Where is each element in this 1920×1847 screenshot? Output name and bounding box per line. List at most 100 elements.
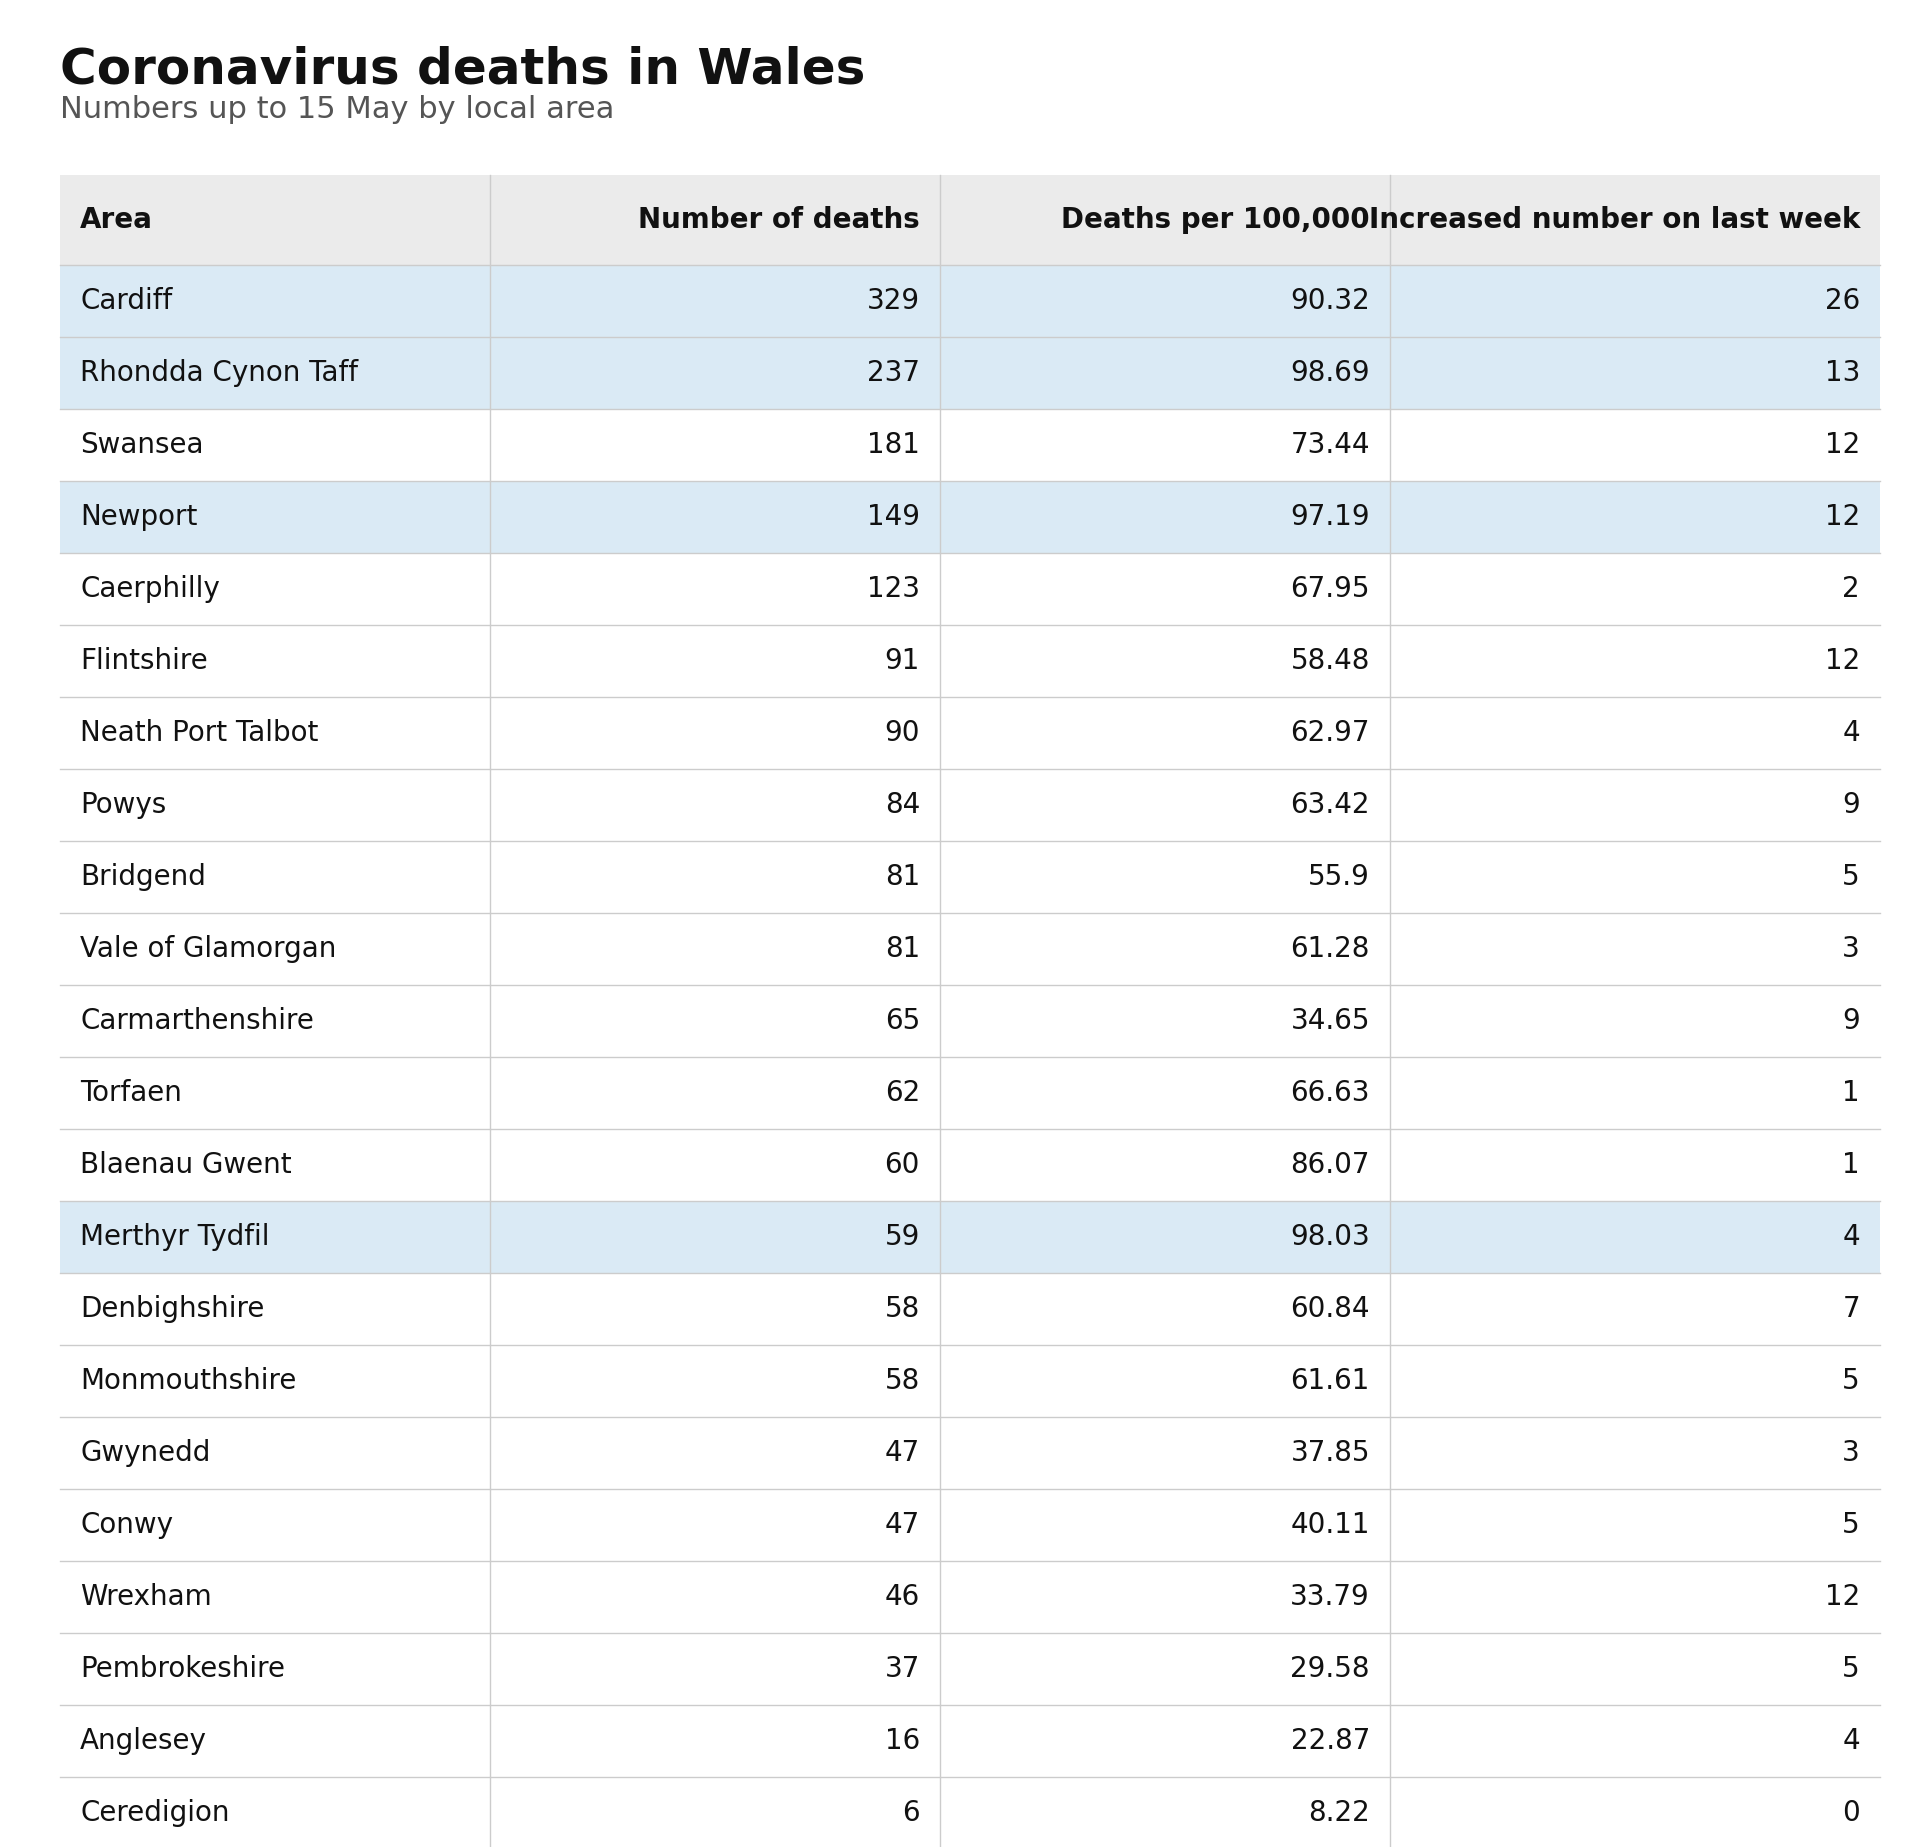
Text: 149: 149 bbox=[868, 502, 920, 530]
Text: Powys: Powys bbox=[81, 791, 167, 818]
Text: 329: 329 bbox=[866, 286, 920, 316]
Text: 61.61: 61.61 bbox=[1290, 1367, 1371, 1394]
Text: Blaenau Gwent: Blaenau Gwent bbox=[81, 1151, 292, 1178]
Text: 65: 65 bbox=[885, 1007, 920, 1034]
Text: Coronavirus deaths in Wales: Coronavirus deaths in Wales bbox=[60, 44, 866, 92]
Text: 66.63: 66.63 bbox=[1290, 1079, 1371, 1106]
Text: 22.87: 22.87 bbox=[1290, 1727, 1371, 1755]
Bar bbox=[60, 336, 1880, 408]
Text: 81: 81 bbox=[885, 935, 920, 962]
Bar bbox=[60, 408, 1880, 480]
Text: 90: 90 bbox=[885, 718, 920, 746]
Text: 98.69: 98.69 bbox=[1290, 358, 1371, 388]
Text: 16: 16 bbox=[885, 1727, 920, 1755]
Text: Increased number on last week: Increased number on last week bbox=[1369, 207, 1860, 235]
Bar bbox=[60, 1417, 1880, 1489]
Bar bbox=[60, 768, 1880, 840]
Text: 97.19: 97.19 bbox=[1290, 502, 1371, 530]
Text: 60: 60 bbox=[885, 1151, 920, 1178]
Bar bbox=[60, 624, 1880, 696]
Text: 84: 84 bbox=[885, 791, 920, 818]
Text: 7: 7 bbox=[1843, 1295, 1860, 1322]
Text: 33.79: 33.79 bbox=[1290, 1583, 1371, 1611]
Bar bbox=[60, 1489, 1880, 1561]
Text: 59: 59 bbox=[885, 1223, 920, 1250]
Text: 3: 3 bbox=[1843, 935, 1860, 962]
Text: 9: 9 bbox=[1843, 1007, 1860, 1034]
Text: Merthyr Tydfil: Merthyr Tydfil bbox=[81, 1223, 269, 1250]
Text: 5: 5 bbox=[1843, 1367, 1860, 1394]
Bar bbox=[60, 1201, 1880, 1273]
Text: Ceredigion: Ceredigion bbox=[81, 1799, 230, 1827]
Text: Neath Port Talbot: Neath Port Talbot bbox=[81, 718, 319, 746]
Bar bbox=[60, 1273, 1880, 1345]
Text: 6: 6 bbox=[902, 1799, 920, 1827]
Text: 8.22: 8.22 bbox=[1308, 1799, 1371, 1827]
Text: 4: 4 bbox=[1843, 1223, 1860, 1250]
Text: 26: 26 bbox=[1824, 286, 1860, 316]
Text: Monmouthshire: Monmouthshire bbox=[81, 1367, 296, 1394]
Bar bbox=[60, 1056, 1880, 1129]
Text: Area: Area bbox=[81, 207, 154, 235]
Text: 98.03: 98.03 bbox=[1290, 1223, 1371, 1250]
Text: Gwynedd: Gwynedd bbox=[81, 1439, 211, 1467]
Text: 1: 1 bbox=[1843, 1079, 1860, 1106]
Bar bbox=[60, 984, 1880, 1056]
Text: Caerphilly: Caerphilly bbox=[81, 574, 219, 602]
Text: 181: 181 bbox=[868, 430, 920, 460]
Text: 60.84: 60.84 bbox=[1290, 1295, 1371, 1322]
Text: 58: 58 bbox=[885, 1295, 920, 1322]
Text: 58: 58 bbox=[885, 1367, 920, 1394]
Bar bbox=[60, 696, 1880, 768]
Text: 12: 12 bbox=[1824, 1583, 1860, 1611]
Text: 62.97: 62.97 bbox=[1290, 718, 1371, 746]
Text: 67.95: 67.95 bbox=[1290, 574, 1371, 602]
Text: Vale of Glamorgan: Vale of Glamorgan bbox=[81, 935, 336, 962]
Text: Wrexham: Wrexham bbox=[81, 1583, 211, 1611]
Text: 40.11: 40.11 bbox=[1290, 1511, 1371, 1539]
Text: 13: 13 bbox=[1824, 358, 1860, 388]
Text: Anglesey: Anglesey bbox=[81, 1727, 207, 1755]
Text: 1: 1 bbox=[1843, 1151, 1860, 1178]
Text: 4: 4 bbox=[1843, 1727, 1860, 1755]
Bar bbox=[60, 1345, 1880, 1417]
Bar bbox=[60, 912, 1880, 984]
Text: 12: 12 bbox=[1824, 502, 1860, 530]
Text: 37: 37 bbox=[885, 1655, 920, 1683]
Bar bbox=[60, 1561, 1880, 1633]
Text: Conwy: Conwy bbox=[81, 1511, 173, 1539]
Text: 4: 4 bbox=[1843, 718, 1860, 746]
Text: 62: 62 bbox=[885, 1079, 920, 1106]
Bar bbox=[60, 1129, 1880, 1201]
Text: 86.07: 86.07 bbox=[1290, 1151, 1371, 1178]
Text: Number of deaths: Number of deaths bbox=[637, 207, 920, 235]
Text: 58.48: 58.48 bbox=[1290, 646, 1371, 674]
Text: Denbighshire: Denbighshire bbox=[81, 1295, 265, 1322]
Text: 5: 5 bbox=[1843, 1511, 1860, 1539]
Text: 29.58: 29.58 bbox=[1290, 1655, 1371, 1683]
Text: 47: 47 bbox=[885, 1439, 920, 1467]
Text: 90.32: 90.32 bbox=[1290, 286, 1371, 316]
Text: 81: 81 bbox=[885, 863, 920, 890]
Text: 46: 46 bbox=[885, 1583, 920, 1611]
Text: Torfaen: Torfaen bbox=[81, 1079, 182, 1106]
Text: 37.85: 37.85 bbox=[1290, 1439, 1371, 1467]
Text: 55.9: 55.9 bbox=[1308, 863, 1371, 890]
Text: 2: 2 bbox=[1843, 574, 1860, 602]
Text: Deaths per 100,000: Deaths per 100,000 bbox=[1062, 207, 1371, 235]
Text: Numbers up to 15 May by local area: Numbers up to 15 May by local area bbox=[60, 94, 614, 124]
Text: Swansea: Swansea bbox=[81, 430, 204, 460]
Text: 12: 12 bbox=[1824, 646, 1860, 674]
Bar bbox=[60, 552, 1880, 624]
Text: 91: 91 bbox=[885, 646, 920, 674]
Bar bbox=[60, 1777, 1880, 1847]
Bar bbox=[60, 480, 1880, 552]
Text: 63.42: 63.42 bbox=[1290, 791, 1371, 818]
Bar bbox=[60, 1633, 1880, 1705]
Bar bbox=[60, 264, 1880, 336]
Text: Bridgend: Bridgend bbox=[81, 863, 205, 890]
Text: Rhondda Cynon Taff: Rhondda Cynon Taff bbox=[81, 358, 357, 388]
Text: Cardiff: Cardiff bbox=[81, 286, 173, 316]
Text: 34.65: 34.65 bbox=[1290, 1007, 1371, 1034]
Text: 47: 47 bbox=[885, 1511, 920, 1539]
